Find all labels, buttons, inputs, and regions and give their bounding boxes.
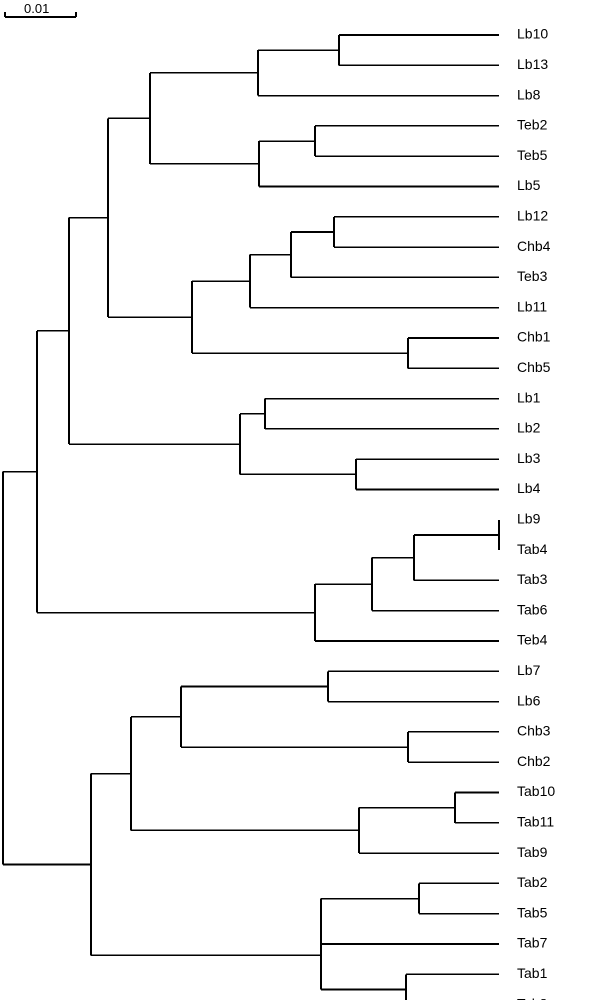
- leaf-label: Chb2: [517, 753, 551, 769]
- leaf-label: Lb1: [517, 389, 541, 405]
- tree-branches: [2, 34, 500, 1000]
- leaf-label: Lb5: [517, 177, 541, 193]
- leaf-label: Lb2: [517, 420, 541, 436]
- leaf-label: Tab5: [517, 904, 548, 920]
- leaf-label: Lb3: [517, 450, 541, 466]
- leaf-label: Chb5: [517, 359, 551, 375]
- leaf-label: Tab3: [517, 571, 548, 587]
- leaf-labels: Lb10 Lb13 Lb8 Teb2 Teb5 Lb5 Lb12 Chb4 Teb3 Lb11 Ch…: [517, 26, 555, 1000]
- leaf-label: Teb3: [517, 268, 548, 284]
- leaf-label: Lb12: [517, 208, 548, 224]
- leaf-label: Lb9: [517, 511, 541, 527]
- leaf-label: Tab2: [517, 874, 548, 890]
- leaf-label: Lb8: [517, 86, 541, 102]
- leaf-label: Tab1: [517, 965, 548, 981]
- leaf-label: Tab6: [517, 601, 548, 617]
- leaf-label: Tab9: [517, 844, 548, 860]
- leaf-label: Lb11: [517, 298, 547, 314]
- leaf-label: Chb4: [517, 238, 551, 254]
- leaf-label: Lb4: [517, 480, 541, 496]
- leaf-label: Teb2: [517, 117, 548, 133]
- leaf-label: Teb5: [517, 147, 548, 163]
- leaf-label: Lb7: [517, 662, 541, 678]
- leaf-label: Teb4: [517, 632, 548, 648]
- leaf-label: Lb6: [517, 692, 541, 708]
- scale-bar-label: 0.01: [24, 1, 49, 16]
- leaf-label: Lb13: [517, 56, 548, 72]
- leaf-label: Tab4: [517, 541, 548, 557]
- leaf-label: Chb1: [517, 329, 551, 345]
- leaf-label: Lb10: [517, 26, 548, 42]
- leaf-label: Chb3: [517, 723, 551, 739]
- scale-bar: 0.01: [4, 1, 77, 18]
- leaf-label: Tab10: [517, 783, 555, 799]
- leaf-label: Tab7: [517, 935, 548, 951]
- leaf-label: Tab11: [517, 814, 554, 830]
- leaf-label: Tab8: [517, 995, 548, 1000]
